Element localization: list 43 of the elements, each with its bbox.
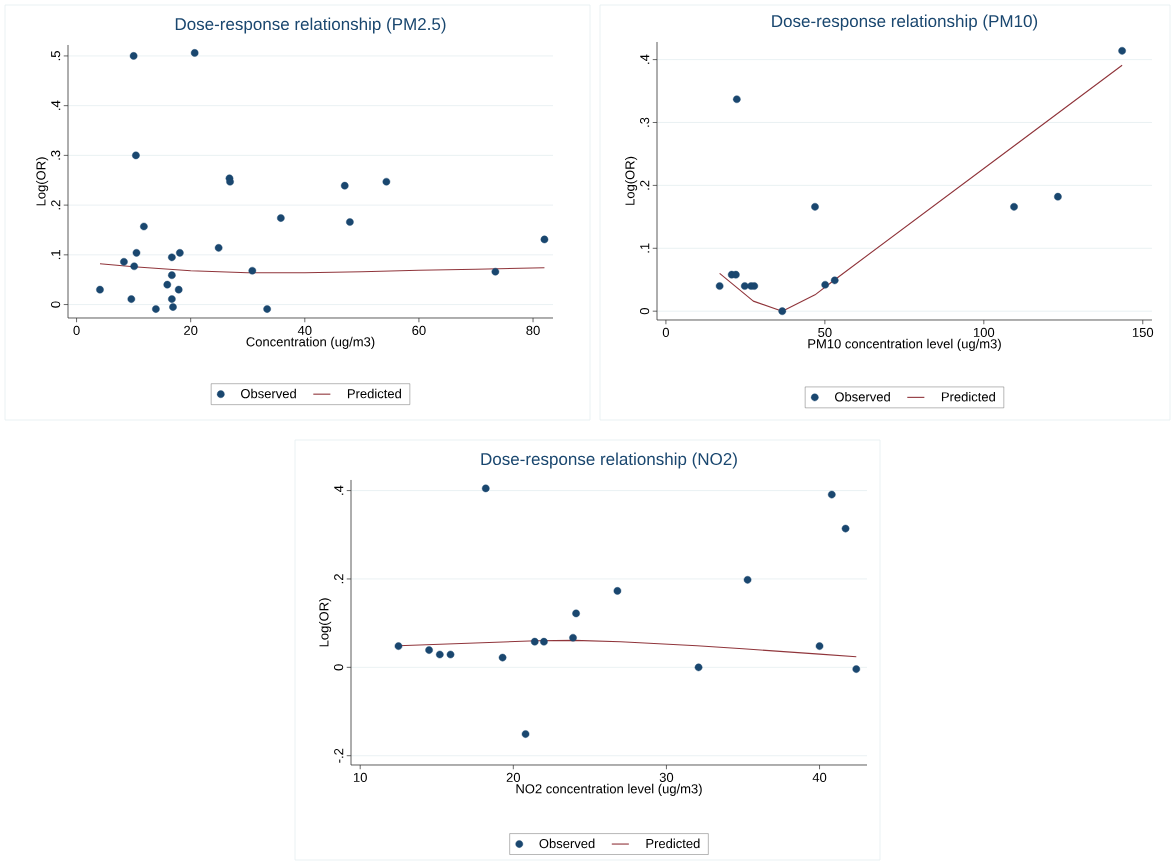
legend-label: Predicted: [646, 838, 700, 849]
legend-label: Observed: [240, 388, 296, 399]
y-tick-label: .4: [51, 100, 61, 110]
x-tick-label: 40: [812, 772, 827, 782]
y-tick-label: -.2: [334, 748, 344, 763]
legend-label: Predicted: [941, 391, 995, 402]
y-tick-label: .1: [640, 243, 650, 253]
x-tick-label: 20: [184, 325, 198, 335]
x-tick-label: 20: [506, 772, 521, 782]
y-tick-label: .2: [334, 574, 344, 584]
chart-title: Dose-response relationship (NO2): [481, 452, 737, 469]
x-tick-label: 100: [973, 327, 995, 337]
x-tick-label: 30: [659, 772, 674, 782]
x-tick-label: 150: [1132, 327, 1154, 337]
x-tick-label: 80: [526, 325, 540, 335]
y-tick-label: .3: [640, 117, 650, 127]
y-tick-label: 0: [334, 664, 344, 671]
y-axis-title: Log(OR): [36, 157, 49, 206]
x-tick-label: 10: [353, 772, 367, 782]
x-axis-title: Concentration (ug/m3): [246, 336, 375, 349]
y-tick-label: .1: [51, 250, 61, 260]
x-tick-label: 50: [818, 327, 832, 337]
y-tick-label: .4: [334, 485, 344, 495]
y-tick-label: .5: [51, 51, 61, 61]
chart-title: Dose-response relationship (PM10): [772, 14, 1038, 31]
y-axis-title: Log(OR): [319, 598, 332, 647]
x-tick-label: 40: [297, 325, 312, 335]
y-tick-label: 0: [640, 308, 650, 315]
legend-label: Predicted: [347, 388, 401, 399]
x-tick-label: 0: [662, 327, 670, 337]
y-tick-label: 0: [51, 301, 61, 308]
x-tick-label: 0: [73, 325, 80, 335]
y-tick-label: .3: [51, 150, 61, 160]
legend-label: Observed: [539, 838, 595, 849]
y-axis-title: Log(OR): [625, 156, 638, 205]
y-tick-label: .4: [640, 54, 650, 64]
legend-label: Observed: [834, 391, 890, 402]
y-tick-label: .2: [51, 200, 61, 210]
chart-title: Dose-response relationship (PM2.5): [175, 17, 446, 34]
x-axis-title: PM10 concentration level (ug/m3): [808, 338, 1001, 351]
x-axis-title: NO2 concentration level (ug/m3): [516, 783, 702, 796]
y-tick-label: .2: [640, 180, 650, 190]
x-tick-label: 60: [412, 325, 426, 335]
